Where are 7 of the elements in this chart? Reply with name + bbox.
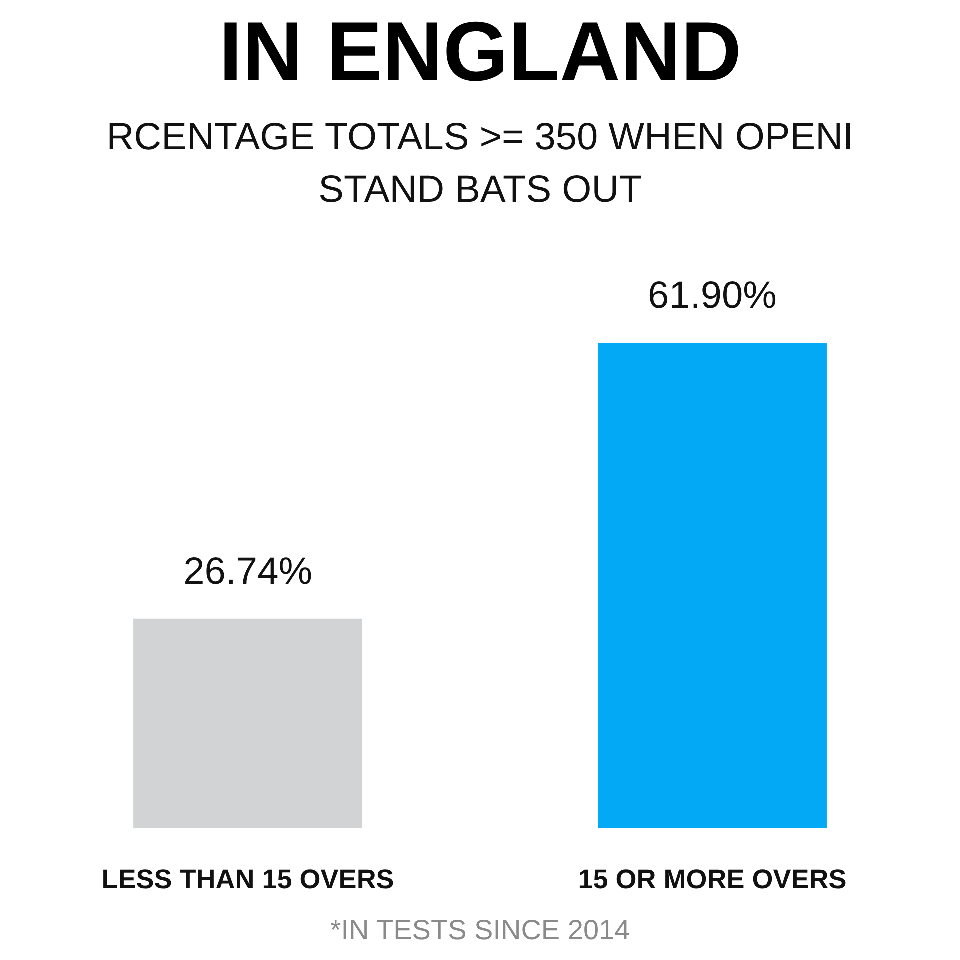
x-tick-label: 15 OR MORE OVERS <box>578 864 847 894</box>
chart-title: IN ENGLAND <box>219 4 742 98</box>
data-label: 61.90% <box>648 275 777 318</box>
data-label: 26.74% <box>184 550 312 593</box>
text: *IN TESTS SINCE 2014 <box>330 914 630 946</box>
chart-subtitle: RCENTAGE TOTALS >= 350 WHEN OPENI STAND BATS OUT <box>106 116 854 211</box>
x-tick-label: LESS THAN 15 OVERS <box>102 864 394 894</box>
